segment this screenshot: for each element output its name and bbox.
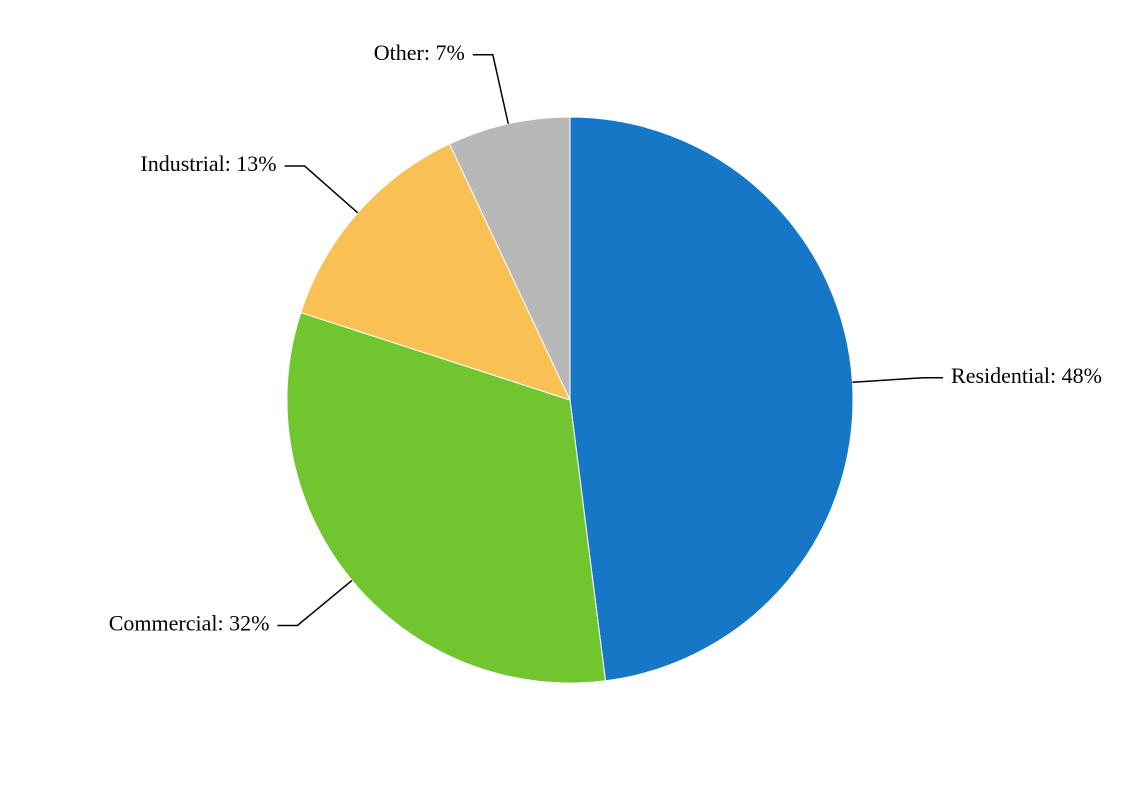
leader-line bbox=[852, 377, 944, 383]
slice-label: Industrial: 13% bbox=[140, 151, 276, 176]
slice-label: Residential: 48% bbox=[951, 363, 1102, 388]
pie-slice bbox=[448, 116, 571, 401]
pie-slice bbox=[569, 116, 854, 682]
leader-line bbox=[472, 54, 509, 124]
pie-slice bbox=[300, 143, 571, 401]
pie-slice bbox=[286, 311, 607, 684]
leader-line bbox=[284, 165, 359, 214]
leader-line bbox=[277, 579, 353, 627]
slice-label: Other: 7% bbox=[374, 40, 465, 65]
slice-label: Commercial: 32% bbox=[109, 611, 270, 636]
